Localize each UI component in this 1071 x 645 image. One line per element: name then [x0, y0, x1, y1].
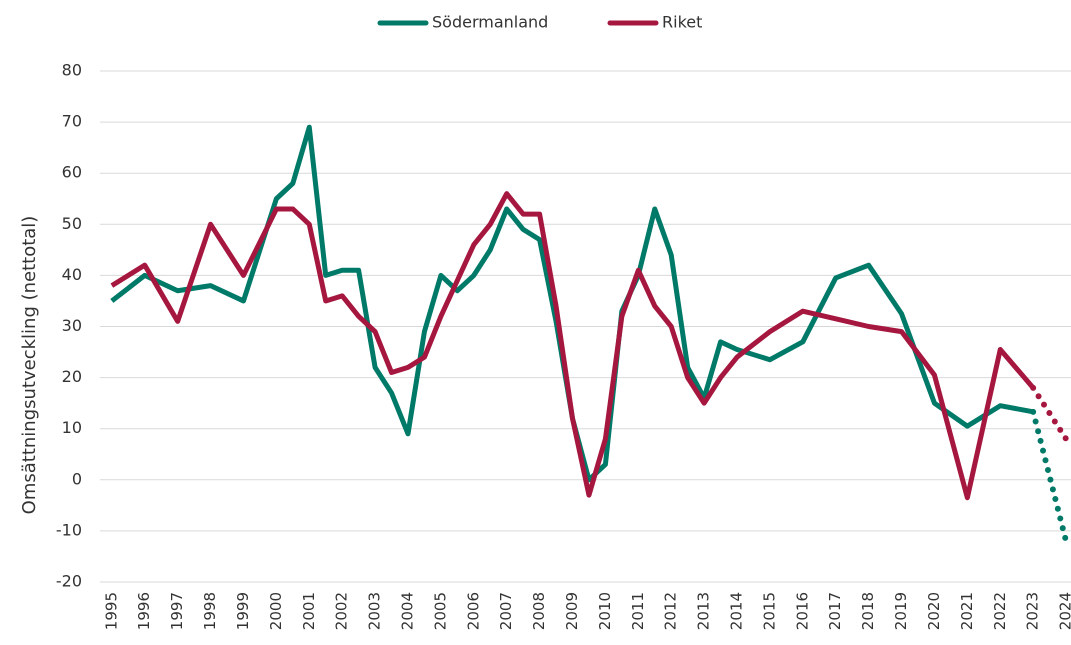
y-tick-label: 30 — [62, 316, 82, 335]
x-tick-label: 2024 — [1057, 592, 1071, 630]
x-tick-label: 2004 — [398, 592, 416, 630]
x-tick-label: 1998 — [201, 592, 219, 630]
x-tick-label: 2007 — [497, 592, 515, 630]
x-tick-label: 2000 — [267, 592, 285, 630]
x-tick-label: 2013 — [695, 592, 713, 630]
y-tick-label: 0 — [72, 469, 82, 488]
x-tick-label: 2014 — [728, 592, 746, 630]
x-tick-label: 2012 — [662, 592, 680, 630]
x-tick-label: 2008 — [530, 592, 548, 630]
x-tick-label: 1996 — [135, 592, 153, 630]
y-tick-label: 20 — [62, 367, 82, 386]
x-tick-label: 2006 — [464, 592, 482, 630]
x-tick-label: 2001 — [300, 592, 318, 630]
x-tick-label: 2022 — [991, 592, 1009, 630]
y-tick-label: 40 — [62, 265, 82, 284]
legend-label: Södermanland — [432, 13, 548, 32]
x-tick-label: 2016 — [793, 592, 811, 630]
x-tick-label: 2015 — [760, 592, 778, 630]
x-tick-label: 2020 — [925, 592, 943, 630]
x-tick-label: 2005 — [431, 592, 449, 630]
series-line — [110, 191, 1036, 501]
y-tick-label: -20 — [56, 572, 82, 591]
y-tick-label: 70 — [62, 112, 82, 131]
y-tick-label: -10 — [56, 520, 82, 539]
series-forecast-line — [1030, 408, 1070, 545]
x-tick-label: 2017 — [826, 592, 844, 630]
y-tick-label: 10 — [62, 418, 82, 437]
x-tick-label: 2011 — [629, 592, 647, 630]
y-tick-label: 80 — [62, 61, 82, 80]
y-tick-label: 50 — [62, 214, 82, 233]
series-line — [110, 124, 1034, 483]
x-tick-label: 2003 — [366, 592, 384, 630]
x-tick-label: 2019 — [892, 592, 910, 630]
legend-label: Riket — [662, 13, 702, 32]
x-tick-label: 1995 — [102, 592, 120, 630]
series-forecast-line — [1030, 384, 1070, 442]
x-tick-label: 1999 — [234, 592, 252, 630]
x-tick-label: 2023 — [1024, 592, 1042, 630]
x-tick-label: 1997 — [168, 592, 186, 630]
y-tick-label: 60 — [62, 163, 82, 182]
x-tick-label: 2009 — [563, 592, 581, 630]
x-tick-label: 2002 — [333, 592, 351, 630]
y-axis-label: Omsättningsutveckling (nettotal) — [19, 216, 40, 515]
x-tick-label: 2021 — [958, 592, 976, 630]
x-tick-label: 2010 — [596, 592, 614, 630]
x-tick-label: 2018 — [859, 592, 877, 630]
